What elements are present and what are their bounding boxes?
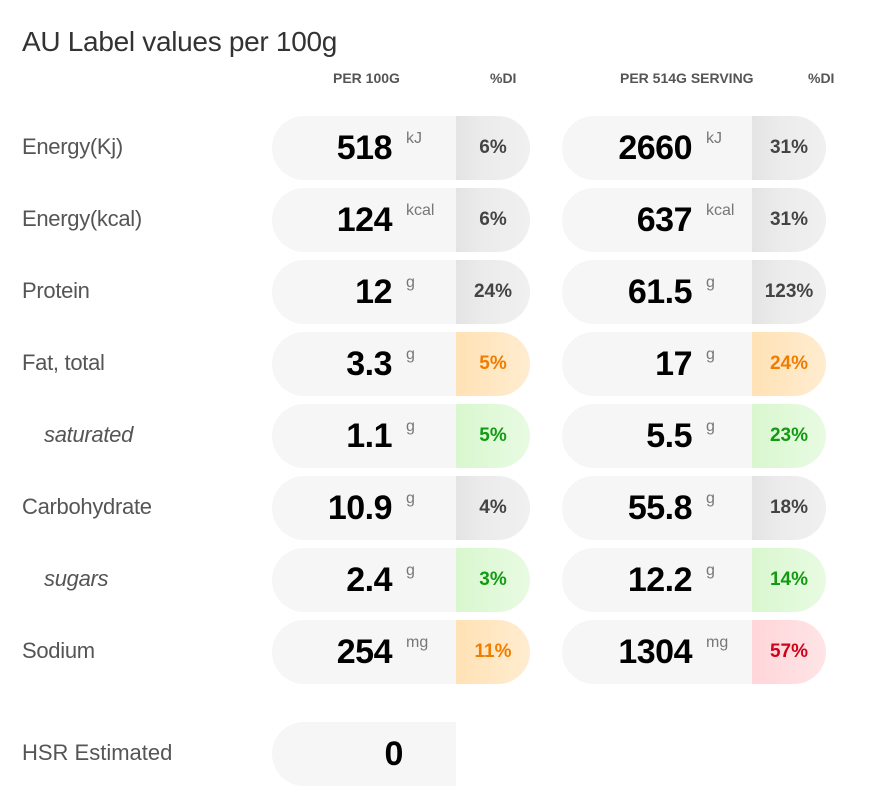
unit-serving: g <box>706 346 715 363</box>
panel-title: AU Label values per 100g <box>22 26 338 57</box>
daily-intake-badge-per100: 5% <box>456 404 530 468</box>
value-pill-per100-carbohydrate: 10.9 g 4% <box>272 476 530 540</box>
value-pill-per100-fat-total: 3.3 g 5% <box>272 332 530 396</box>
amount-per100: 3.3 <box>346 345 392 383</box>
hsr-value-pill: 0 <box>272 722 456 786</box>
unit-per100: g <box>406 274 415 291</box>
unit-per100: kJ <box>406 130 422 147</box>
unit-per100: g <box>406 346 415 363</box>
header-di-serving: %DI <box>808 70 835 86</box>
nutrient-label-sodium: Sodium <box>22 638 95 663</box>
value-pill-per100-sugars: 2.4 g 3% <box>272 548 530 612</box>
daily-intake-badge-serving: 23% <box>752 404 826 468</box>
amount-serving: 55.8 <box>627 489 693 527</box>
amount-per100: 124 <box>336 201 393 239</box>
amount-serving: 17 <box>655 345 692 383</box>
amount-per100: 2.4 <box>346 561 392 599</box>
nutrient-label-protein: Protein <box>22 278 90 303</box>
value-pill-per100-energy-kcal: 124 kcal 6% <box>272 188 530 252</box>
daily-intake-badge-serving: 31% <box>752 188 826 252</box>
header-per-100g: PER 100G <box>333 70 400 86</box>
unit-serving: g <box>706 274 715 291</box>
value-pill-per100-energy-kj: 518 kJ 6% <box>272 116 530 180</box>
daily-intake-badge-per100: 11% <box>456 620 530 684</box>
daily-intake-badge-serving: 123% <box>752 260 826 324</box>
value-pill-serving-sodium: 1304 mg 57% <box>562 620 826 684</box>
value-pill-serving-energy-kcal: 637 kcal 31% <box>562 188 826 252</box>
nutrient-label-energy-kj: Energy(Kj) <box>22 134 123 159</box>
unit-serving: kJ <box>706 130 722 147</box>
value-pill-per100-protein: 12 g 24% <box>272 260 530 324</box>
daily-intake-badge-serving: 24% <box>752 332 826 396</box>
value-pill-per100-sodium: 254 mg 11% <box>272 620 530 684</box>
amount-serving: 61.5 <box>627 273 693 311</box>
daily-intake-badge-per100: 6% <box>456 116 530 180</box>
unit-serving: kcal <box>706 202 735 219</box>
amount-serving: 12.2 <box>627 561 693 599</box>
value-pill-serving-fat-total: 17 g 24% <box>562 332 826 396</box>
daily-intake-badge-per100: 3% <box>456 548 530 612</box>
daily-intake-badge-serving: 18% <box>752 476 826 540</box>
nutrient-label-carbohydrate: Carbohydrate <box>22 494 152 519</box>
unit-per100: g <box>406 562 415 579</box>
amount-serving: 2660 <box>618 129 692 167</box>
unit-serving: g <box>706 418 715 435</box>
unit-per100: kcal <box>406 202 435 219</box>
header-di-100g: %DI <box>490 70 517 86</box>
unit-serving: g <box>706 562 715 579</box>
amount-serving: 1304 <box>618 633 692 671</box>
amount-serving: 637 <box>636 201 693 239</box>
unit-per100: g <box>406 490 415 507</box>
value-pill-serving-saturated: 5.5 g 23% <box>562 404 826 468</box>
header-per-serving: PER 514G SERVING <box>620 70 754 86</box>
amount-serving: 5.5 <box>646 417 692 455</box>
daily-intake-badge-serving: 31% <box>752 116 826 180</box>
hsr-label: HSR Estimated <box>22 740 173 765</box>
unit-per100: mg <box>406 634 429 651</box>
hsr-value: 0 <box>384 735 404 773</box>
value-pill-serving-protein: 61.5 g 123% <box>562 260 826 324</box>
nutrient-label-saturated: saturated <box>44 422 134 447</box>
daily-intake-badge-serving: 14% <box>752 548 826 612</box>
nutrient-label-sugars: sugars <box>44 566 109 591</box>
nutrient-label-energy-kcal: Energy(kcal) <box>22 206 142 231</box>
daily-intake-badge-per100: 24% <box>456 260 530 324</box>
amount-per100: 10.9 <box>327 489 393 527</box>
daily-intake-badge-per100: 5% <box>456 332 530 396</box>
value-pill-serving-sugars: 12.2 g 14% <box>562 548 826 612</box>
amount-per100: 518 <box>336 129 393 167</box>
unit-per100: g <box>406 418 415 435</box>
value-pill-serving-energy-kj: 2660 kJ 31% <box>562 116 826 180</box>
daily-intake-badge-per100: 4% <box>456 476 530 540</box>
daily-intake-badge-per100: 6% <box>456 188 530 252</box>
unit-serving: mg <box>706 634 729 651</box>
nutrient-label-fat-total: Fat, total <box>22 350 105 375</box>
amount-per100: 1.1 <box>346 417 392 455</box>
value-pill-serving-carbohydrate: 55.8 g 18% <box>562 476 826 540</box>
unit-serving: g <box>706 490 715 507</box>
daily-intake-badge-serving: 57% <box>752 620 826 684</box>
amount-per100: 12 <box>355 273 392 311</box>
amount-per100: 254 <box>336 633 393 671</box>
value-pill-per100-saturated: 1.1 g 5% <box>272 404 530 468</box>
